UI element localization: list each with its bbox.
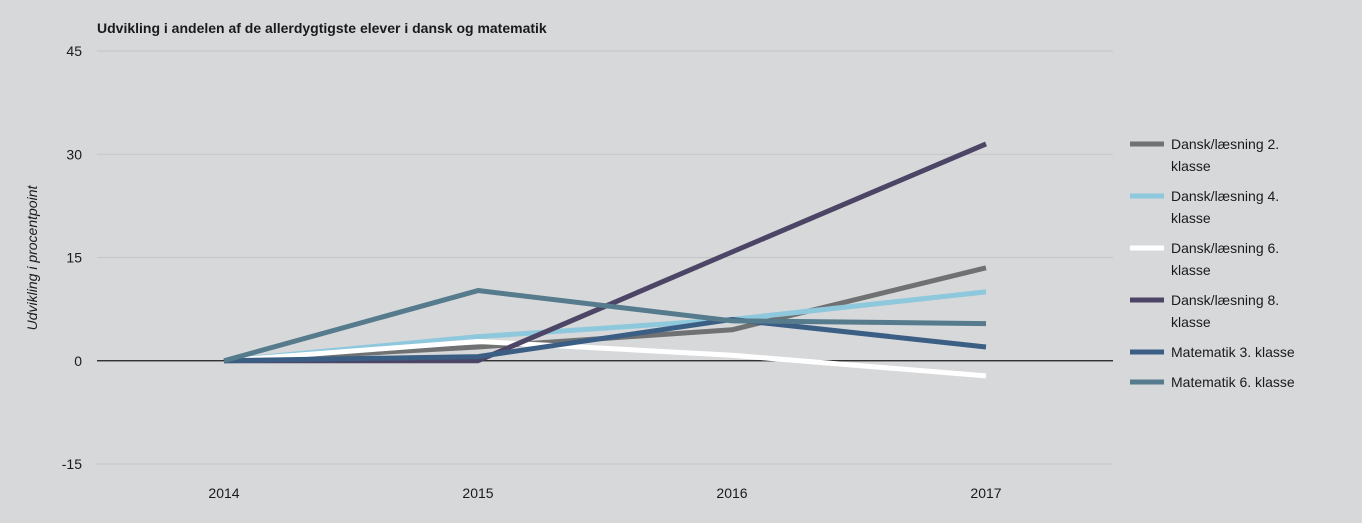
y-tick-label: -15 <box>62 456 82 472</box>
legend-label: Dansk/læsning 6. klasse <box>1171 240 1279 278</box>
y-axis-label: Udvikling i procentpoint <box>24 185 40 331</box>
chart-title: Udvikling i andelen af de allerdygtigste… <box>97 20 547 36</box>
x-tick-label: 2017 <box>970 485 1001 501</box>
legend-label: Dansk/læsning 8. klasse <box>1171 292 1279 330</box>
series-line-3 <box>223 338 987 379</box>
legend-label-line: klasse <box>1171 262 1211 278</box>
series-line-6 <box>223 288 987 364</box>
legend-label: Dansk/læsning 4. klasse <box>1171 188 1279 226</box>
legend-item: Dansk/læsning 4. klasse <box>1130 188 1279 226</box>
legend-label: Matematik 6. klasse <box>1171 374 1295 390</box>
legend-label-line: Matematik 3. klasse <box>1171 344 1295 360</box>
legend-item: Matematik 3. klasse <box>1130 344 1295 360</box>
series-lines <box>223 141 987 379</box>
y-tick-label: 0 <box>74 353 82 369</box>
legend-item: Dansk/læsning 6. klasse <box>1130 240 1279 278</box>
y-tick-label: 30 <box>66 146 82 162</box>
legend-label: Dansk/læsning 2. klasse <box>1171 136 1279 174</box>
axes: -15 0 15 30 45 2014 2015 2016 2017 <box>62 43 1113 501</box>
gridlines <box>97 50 1113 465</box>
legend-label-line: Dansk/læsning 2. <box>1171 136 1279 152</box>
y-tick-label: 45 <box>66 43 82 59</box>
y-tick-label: 15 <box>66 250 82 266</box>
legend-item: Dansk/læsning 2. klasse <box>1130 136 1279 174</box>
legend-label-line: Matematik 6. klasse <box>1171 374 1295 390</box>
x-tick-label: 2014 <box>208 485 239 501</box>
legend-label-line: Dansk/læsning 8. <box>1171 292 1279 308</box>
legend-label-line: klasse <box>1171 314 1211 330</box>
legend-label: Matematik 3. klasse <box>1171 344 1295 360</box>
x-tick-label: 2016 <box>716 485 747 501</box>
legend-label-line: klasse <box>1171 158 1211 174</box>
legend: Dansk/læsning 2. klasse Dansk/læsning 4. kl… <box>1130 136 1295 390</box>
legend-item: Dansk/læsning 8. klasse <box>1130 292 1279 330</box>
series-line-5 <box>223 316 987 364</box>
legend-label-line: Dansk/læsning 4. <box>1171 188 1279 204</box>
legend-label-line: klasse <box>1171 210 1211 226</box>
legend-item: Matematik 6. klasse <box>1130 374 1295 390</box>
legend-label-line: Dansk/læsning 6. <box>1171 240 1279 256</box>
x-tick-label: 2015 <box>462 485 493 501</box>
